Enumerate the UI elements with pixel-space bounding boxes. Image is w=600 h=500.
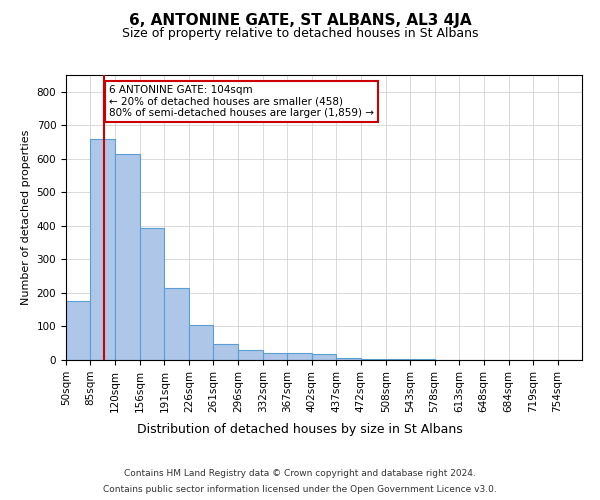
Y-axis label: Number of detached properties: Number of detached properties (21, 130, 31, 305)
Bar (189, 325, 214, 360)
Bar (263, 352, 287, 360)
Text: Contains public sector information licensed under the Open Government Licence v3: Contains public sector information licen… (103, 485, 497, 494)
Text: Contains HM Land Registry data © Crown copyright and database right 2024.: Contains HM Land Registry data © Crown c… (124, 469, 476, 478)
Text: Size of property relative to detached houses in St Albans: Size of property relative to detached ho… (122, 28, 478, 40)
Bar (361, 359, 386, 360)
Bar (164, 288, 189, 360)
Bar (410, 359, 434, 360)
Bar (238, 350, 263, 360)
Text: Distribution of detached houses by size in St Albans: Distribution of detached houses by size … (137, 422, 463, 436)
Bar (140, 228, 164, 360)
Bar (386, 359, 410, 360)
Bar (287, 354, 312, 360)
Bar (115, 154, 140, 360)
Bar (336, 358, 361, 360)
Text: 6, ANTONINE GATE, ST ALBANS, AL3 4JA: 6, ANTONINE GATE, ST ALBANS, AL3 4JA (128, 12, 472, 28)
Bar (91, 138, 115, 360)
Text: 6 ANTONINE GATE: 104sqm
← 20% of detached houses are smaller (458)
80% of semi-d: 6 ANTONINE GATE: 104sqm ← 20% of detache… (109, 85, 374, 118)
Bar (312, 354, 336, 360)
Bar (214, 344, 238, 360)
Bar (66, 302, 91, 360)
